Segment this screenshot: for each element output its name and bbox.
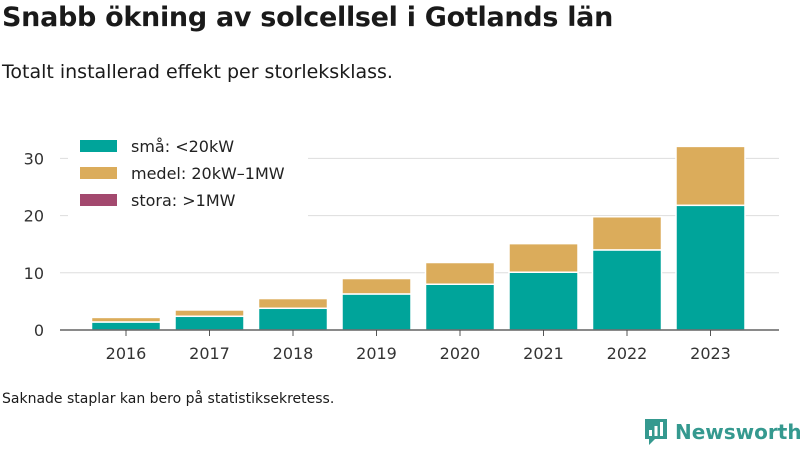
chart-title: Snabb ökning av solcellsel i Gotlands lä… bbox=[2, 2, 613, 33]
bar-segment-2018-series-0 bbox=[257, 307, 329, 331]
x-tick-label: 2017 bbox=[189, 344, 230, 363]
bar-segment-2023-series-1 bbox=[675, 145, 746, 207]
legend-swatch bbox=[80, 167, 117, 179]
x-tick-label: 2018 bbox=[273, 344, 314, 363]
x-tick-label: 2023 bbox=[690, 344, 731, 363]
newsworthy-logo: Newsworthy bbox=[643, 418, 800, 446]
x-tick-label: 2019 bbox=[356, 344, 397, 363]
bar-chart-speech-bubble-icon bbox=[645, 419, 667, 445]
bar-segment-2016-series-0 bbox=[90, 321, 162, 331]
bar-segment-2019-series-1 bbox=[341, 277, 412, 295]
legend-label: små: <20kW bbox=[131, 137, 234, 156]
bar-segment-2021-series-1 bbox=[508, 242, 579, 273]
bar-segment-2021-series-0 bbox=[508, 271, 579, 331]
legend-swatch bbox=[80, 140, 117, 152]
legend-label: medel: 20kW–1MW bbox=[131, 164, 285, 183]
y-tick-label: 30 bbox=[24, 149, 44, 168]
y-tick-label: 20 bbox=[24, 207, 44, 226]
chart-subtitle: Totalt installerad effekt per storlekskl… bbox=[2, 61, 393, 83]
bar-segment-2016-series-1 bbox=[90, 316, 162, 323]
y-tick-label: 10 bbox=[24, 264, 44, 283]
bar-segment-2022-series-1 bbox=[591, 215, 663, 251]
legend-label: stora: >1MW bbox=[131, 191, 236, 210]
legend-swatch bbox=[80, 194, 117, 206]
x-tick-label: 2016 bbox=[106, 344, 147, 363]
brand-name: Newsworthy bbox=[675, 420, 800, 444]
bar-segment-2022-series-0 bbox=[591, 249, 663, 331]
bar-segment-2019-series-0 bbox=[341, 293, 412, 331]
bar-segment-2023-series-0 bbox=[675, 204, 746, 331]
bar-segment-2017-series-0 bbox=[174, 315, 245, 331]
y-tick-label: 0 bbox=[34, 321, 44, 340]
footnote: Saknade staplar kan bero på statistiksek… bbox=[2, 391, 335, 407]
x-tick-label: 2021 bbox=[523, 344, 564, 363]
bar-segment-2020-series-0 bbox=[424, 283, 496, 331]
bar-segment-2018-series-1 bbox=[257, 297, 329, 310]
x-tick-label: 2022 bbox=[607, 344, 648, 363]
bar-segment-2020-series-1 bbox=[424, 261, 496, 285]
x-tick-label: 2020 bbox=[440, 344, 481, 363]
bar-segment-2017-series-1 bbox=[174, 309, 245, 318]
